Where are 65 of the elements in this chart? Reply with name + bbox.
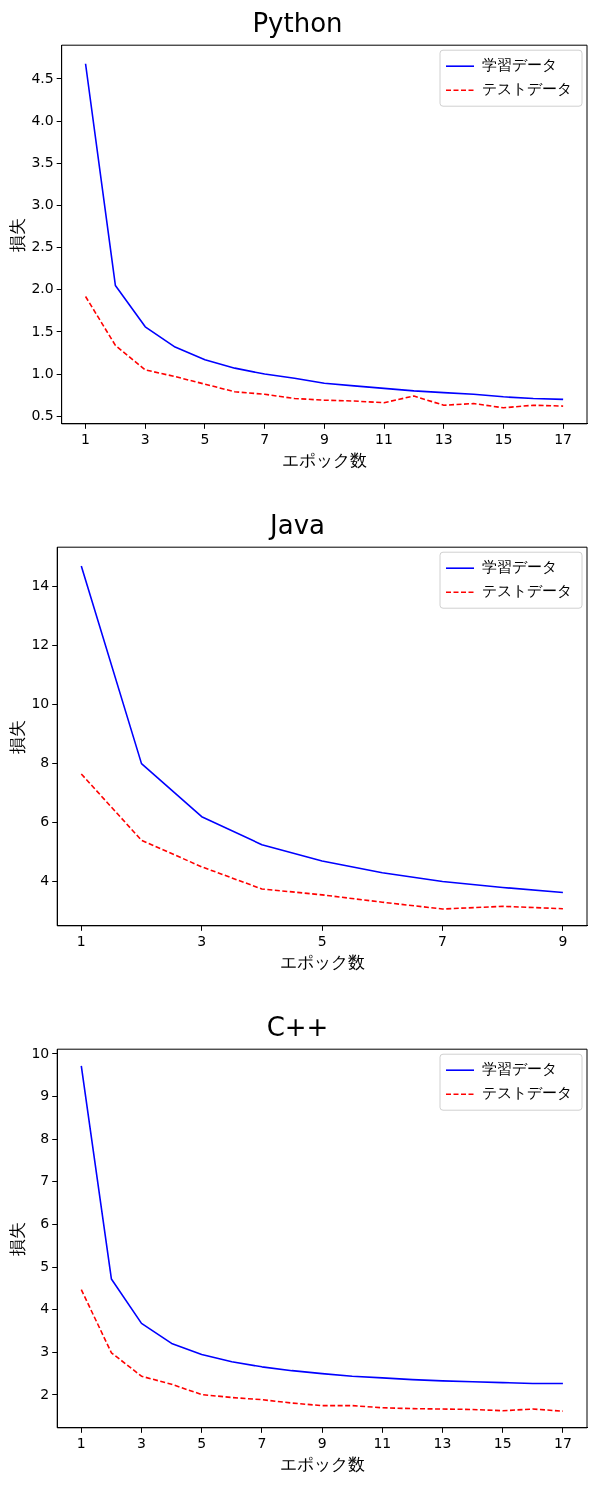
x-tick-label: 3 [137,1434,146,1451]
line-series [80,1288,564,1412]
x-tick-label: 7 [260,430,270,447]
chart-title: C++ [266,1012,329,1043]
y-tick-label: 3.5 [31,153,54,170]
x-tick-label: 1 [76,932,86,949]
x-tick-label: 1 [81,430,90,447]
y-tick-label: 7 [40,1172,50,1189]
y-tick-label: 9 [40,1087,50,1104]
y-tick-label: 6 [40,813,50,830]
chart-title: Java [268,510,325,541]
legend-label: 学習データ [482,1060,557,1079]
y-tick-label: 8 [40,754,50,771]
y-tick-label: 12 [31,636,50,653]
x-tick-label: 5 [197,1434,207,1451]
x-axis-title: エポック数 [279,952,365,973]
x-tick-label: 3 [140,430,150,447]
x-tick-label: 13 [434,430,453,447]
y-tick-label: 14 [31,577,50,594]
y-tick-label: 5 [40,1257,50,1274]
y-tick-label: 6 [40,1215,50,1232]
x-tick-label: 11 [373,1434,392,1451]
x-tick-label: 15 [494,430,513,447]
y-tick-label: 0.5 [31,406,54,423]
x-tick-label: 7 [257,1434,267,1451]
y-tick-label: 10 [31,1044,50,1061]
y-tick-label: 1.0 [31,364,54,381]
y-tick-label: 8 [40,1129,50,1146]
chart-title: Python [252,8,343,39]
x-axis-title: エポック数 [279,1454,365,1475]
y-tick-label: 4 [40,1300,50,1317]
x-tick-label: 5 [317,932,327,949]
x-tick-label: 7 [438,932,447,949]
x-tick-label: 15 [493,1434,512,1451]
x-tick-label: 1 [76,1434,86,1451]
x-tick-label: 9 [319,430,329,447]
y-tick-label: 3 [40,1342,50,1359]
legend-label: 学習データ [482,56,557,75]
legend-label: テストデータ [482,80,572,99]
y-tick-label: 3.0 [31,196,54,213]
y-tick-label: 4.5 [31,69,54,86]
line-series [84,295,564,409]
x-tick-label: 11 [375,430,393,447]
x-tick-label: 9 [317,1434,327,1451]
y-tick-label: 10 [31,695,50,712]
y-axis-title: 損失 [6,217,27,252]
y-tick-label: 4 [40,872,50,889]
y-axis-title: 損失 [6,1221,27,1256]
y-tick-label: 1.5 [31,322,54,339]
x-tick-label: 17 [554,430,573,447]
x-axis-title: エポック数 [281,450,367,471]
y-tick-label: 4.0 [31,111,54,128]
line-series [80,773,564,910]
legend-label: 学習データ [482,558,557,577]
x-tick-label: 17 [554,1434,572,1451]
x-tick-label: 5 [200,430,210,447]
y-tick-label: 2.0 [31,280,54,297]
x-tick-label: 9 [558,932,568,949]
x-tick-label: 3 [197,932,207,949]
y-axis-title: 損失 [6,719,27,754]
y-tick-label: 2.5 [31,238,54,255]
legend-label: テストデータ [482,582,572,601]
x-tick-label: 13 [433,1434,452,1451]
legend-label: テストデータ [482,1084,572,1103]
y-tick-label: 2 [40,1385,50,1402]
